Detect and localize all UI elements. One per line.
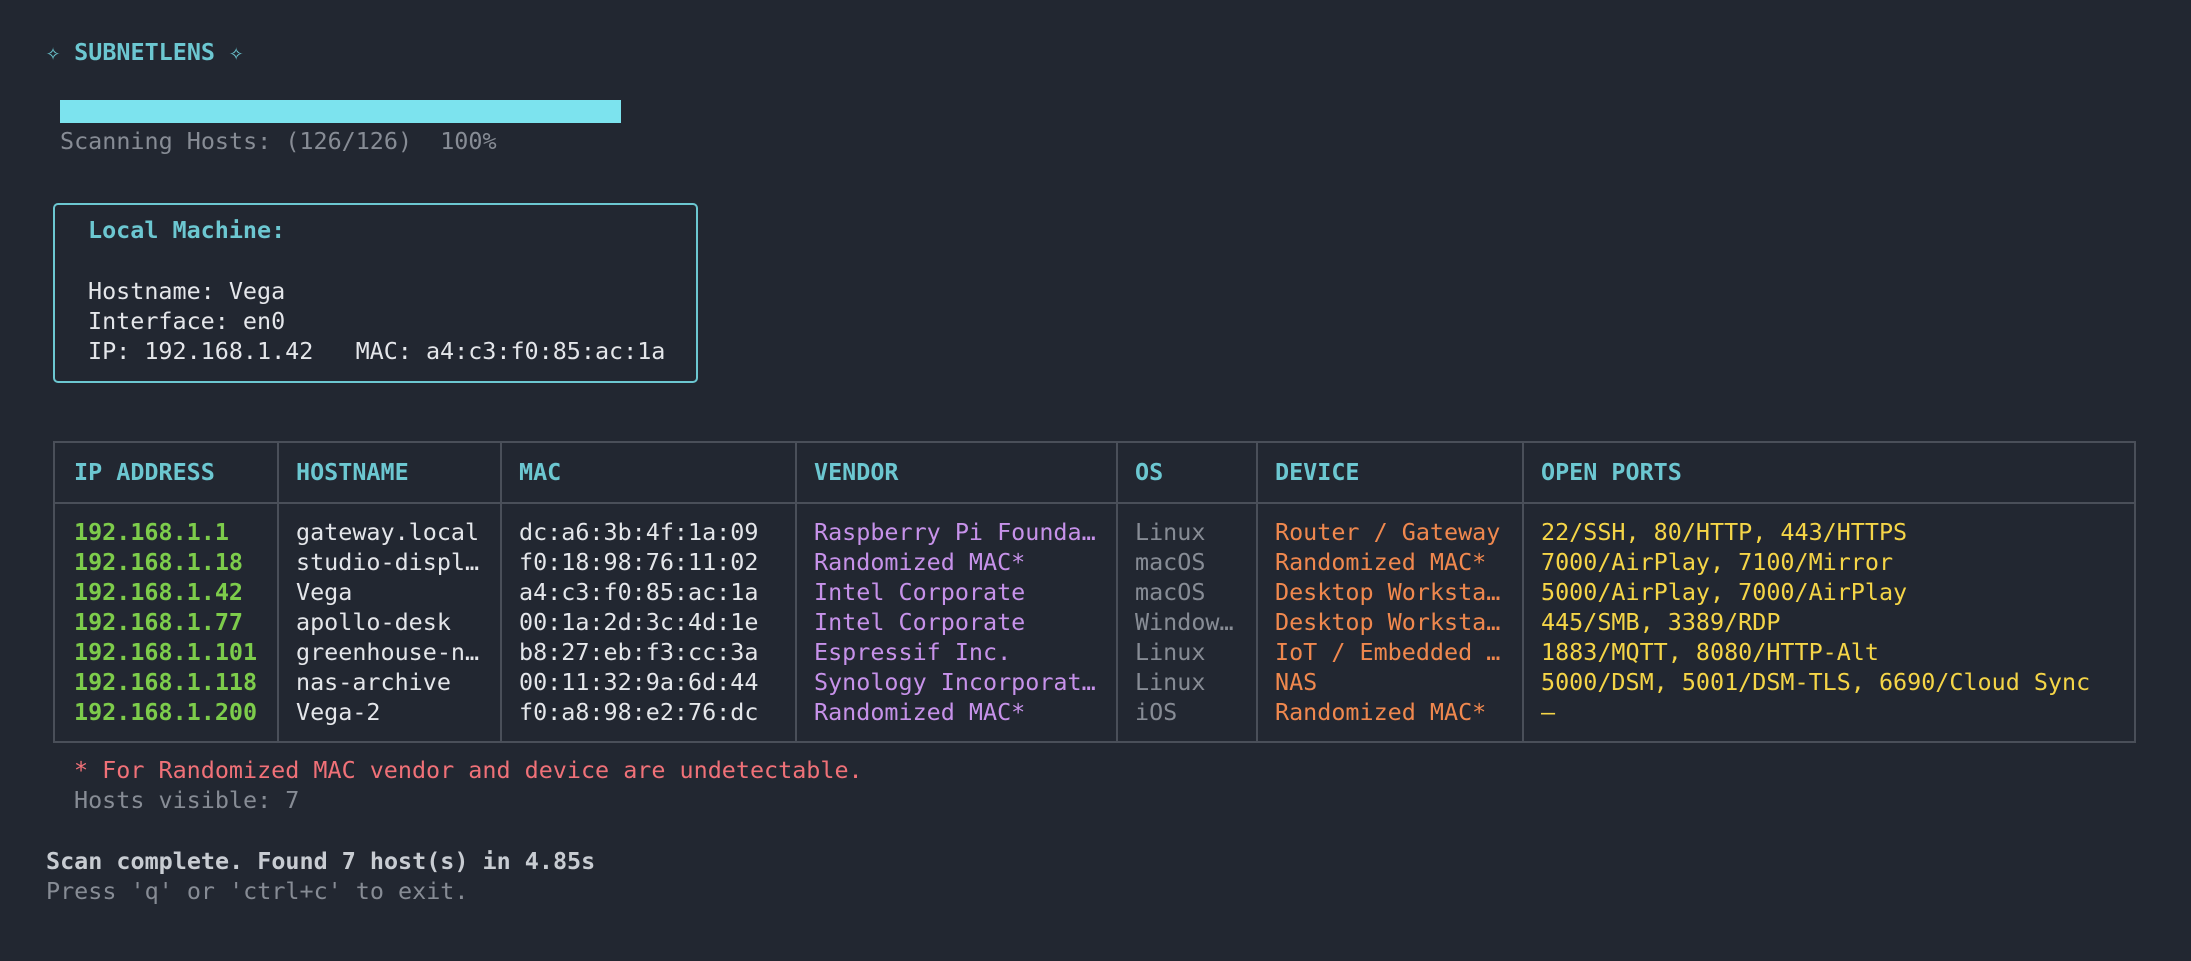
header-separator (55, 502, 2134, 504)
table-cell: Linux (1135, 518, 1206, 546)
column-separator (1256, 443, 1258, 741)
table-cell: 00:1a:2d:3c:4d:1e (519, 608, 759, 636)
local-machine-box (53, 203, 698, 383)
table-cell: 445/SMB, 3389/RDP (1541, 608, 1781, 636)
table-cell: 192.168.1.1 (74, 518, 229, 546)
table-cell: 192.168.1.77 (74, 608, 243, 636)
table-cell: iOS (1135, 698, 1178, 726)
table-cell: Raspberry Pi Founda… (814, 518, 1096, 546)
table-cell: Vega-2 (296, 698, 381, 726)
scan-summary: Scan complete. Found 7 host(s) in 4.85s (46, 847, 596, 875)
table-cell: Randomized MAC* (814, 698, 1026, 726)
table-cell: Router / Gateway (1275, 518, 1501, 546)
table-cell: — (1541, 698, 1556, 726)
table-cell: 22/SSH, 80/HTTP, 443/HTTPS (1541, 518, 1908, 546)
table-cell: f0:18:98:76:11:02 (519, 548, 759, 576)
table-cell: Synology Incorporat… (814, 668, 1096, 696)
table-cell: studio-displ… (296, 548, 480, 576)
table-cell: b8:27:eb:f3:cc:3a (519, 638, 759, 666)
table-cell: 7000/AirPlay, 7100/Mirror (1541, 548, 1894, 576)
table-cell: macOS (1135, 548, 1206, 576)
table-cell: Linux (1135, 638, 1206, 666)
exit-hint: Press 'q' or 'ctrl+c' to exit. (46, 877, 469, 905)
table-cell: 00:11:32:9a:6d:44 (519, 668, 759, 696)
table-cell: Linux (1135, 668, 1206, 696)
column-header: MAC (519, 458, 562, 486)
table-cell: Desktop Worksta… (1275, 608, 1501, 636)
app-title: ✧ SUBNETLENS ✧ (46, 38, 244, 66)
hosts-visible: Hosts visible: 7 (74, 786, 300, 814)
column-header: OS (1135, 458, 1164, 486)
local-machine-title: Local Machine: (88, 216, 286, 244)
table-cell: apollo-desk (296, 608, 451, 636)
progress-bar (60, 100, 621, 123)
column-separator (1522, 443, 1524, 741)
table-cell: dc:a6:3b:4f:1a:09 (519, 518, 759, 546)
column-header: IP ADDRESS (74, 458, 215, 486)
footnote: * For Randomized MAC vendor and device a… (74, 756, 863, 784)
table-cell: 5000/DSM, 5001/DSM-TLS, 6690/Cloud Sync (1541, 668, 2091, 696)
table-cell: IoT / Embedded … (1275, 638, 1501, 666)
column-header: OPEN PORTS (1541, 458, 1682, 486)
column-separator (500, 443, 502, 741)
progress-label: Scanning Hosts: (126/126) 100% (60, 127, 497, 155)
local-machine-line: Hostname: Vega (88, 277, 286, 305)
table-cell: 192.168.1.118 (74, 668, 258, 696)
table-cell: Randomized MAC* (1275, 698, 1487, 726)
local-machine-line: IP: 192.168.1.42 MAC: a4:c3:f0:85:ac:1a (88, 337, 666, 365)
local-machine-line: Interface: en0 (88, 307, 286, 335)
table-cell: gateway.local (296, 518, 480, 546)
table-cell: Vega (296, 578, 353, 606)
table-cell: Window… (1135, 608, 1234, 636)
table-cell: Espressif Inc. (814, 638, 1012, 666)
column-separator (277, 443, 279, 741)
table-cell: 1883/MQTT, 8080/HTTP-Alt (1541, 638, 1879, 666)
table-cell: a4:c3:f0:85:ac:1a (519, 578, 759, 606)
table-cell: Randomized MAC* (814, 548, 1026, 576)
column-separator (795, 443, 797, 741)
table-cell: 5000/AirPlay, 7000/AirPlay (1541, 578, 1908, 606)
column-header: VENDOR (814, 458, 899, 486)
table-cell: 192.168.1.18 (74, 548, 243, 576)
table-cell: Randomized MAC* (1275, 548, 1487, 576)
column-separator (1116, 443, 1118, 741)
table-cell: Desktop Worksta… (1275, 578, 1501, 606)
column-header: HOSTNAME (296, 458, 409, 486)
table-cell: 192.168.1.200 (74, 698, 258, 726)
table-cell: greenhouse-n… (296, 638, 480, 666)
hosts-table: IP ADDRESS HOSTNAME MAC VENDOR OS DEVICE OPEN … (53, 441, 2136, 743)
table-cell: 192.168.1.42 (74, 578, 243, 606)
table-cell: 192.168.1.101 (74, 638, 258, 666)
table-cell: Intel Corporate (814, 608, 1026, 636)
table-cell: macOS (1135, 578, 1206, 606)
table-cell: Intel Corporate (814, 578, 1026, 606)
table-cell: f0:a8:98:e2:76:dc (519, 698, 759, 726)
column-header: DEVICE (1275, 458, 1360, 486)
table-cell: NAS (1275, 668, 1318, 696)
table-cell: nas-archive (296, 668, 451, 696)
